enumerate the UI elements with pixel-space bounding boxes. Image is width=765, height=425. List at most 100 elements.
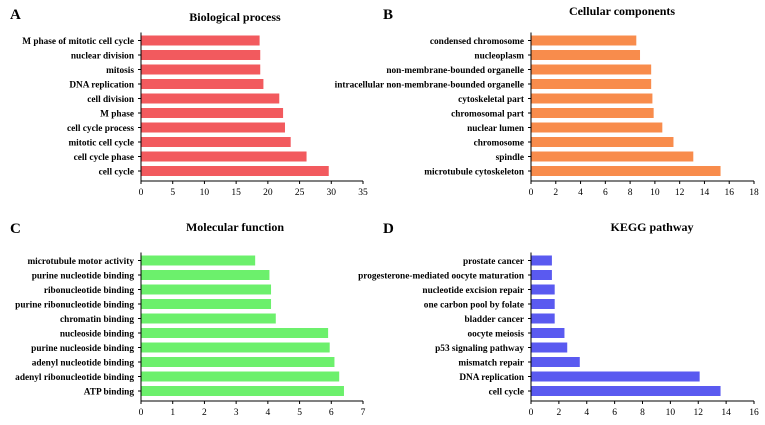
category-label: purine nucleotide binding [32,271,135,281]
bar [141,328,329,338]
x-tick-label: 1 [170,408,175,418]
x-tick-label: 0 [529,408,534,418]
category-label: microtubule motor activity [27,257,134,267]
x-tick-label: 6 [329,408,334,418]
x-tick-label: 12 [675,188,685,198]
x-tick-label: 10 [200,188,210,198]
bar [531,122,663,133]
x-tick-label: 0 [529,188,534,198]
category-label: DNA replication [459,373,524,383]
x-tick-label: 25 [295,188,305,198]
category-label: cell cycle [489,387,524,397]
x-tick-label: 2 [553,188,558,198]
bar [531,79,652,89]
bar [141,166,329,176]
category-label: cell cycle phase [74,153,134,163]
bar [531,299,555,309]
category-label: nuclear division [71,51,135,61]
x-tick-label: 0 [139,408,144,418]
category-label: cell division [87,95,135,105]
category-label: purine ribonucleotide binding [15,300,134,310]
category-label: DNA replication [69,80,134,90]
category-label: chromatin binding [60,315,134,325]
bar [531,270,552,280]
category-label: purine nucleoside binding [31,344,134,354]
bar [531,313,555,324]
bar [531,386,721,396]
chart-panel-a: A Biological process cell cycle cell cycle … [10,7,368,198]
chart-title: Cellular components [569,4,675,18]
category-label: nucleoplasm [474,51,524,61]
bar [141,108,284,118]
bar [141,342,330,353]
category-label: intracellular non-membrane-bounded organ… [335,80,524,90]
category-label: non-membrane-bounded organelle [386,66,524,76]
chart-title: Biological process [189,10,281,24]
bar [531,255,552,266]
category-label: cell cycle process [67,124,134,134]
bar [531,357,580,367]
bar [141,371,340,382]
bar [141,313,276,324]
bar [531,151,694,162]
bar [531,50,641,60]
x-tick-label: 16 [749,408,759,418]
category-label: M phase of mitotic cell cycle [22,37,134,47]
chart-title: KEGG pathway [610,220,693,234]
x-tick-label: 6 [612,408,617,418]
x-tick-label: 16 [724,188,734,198]
category-label: cytoskeletal part [458,95,525,105]
bar [141,137,291,147]
x-tick-label: 2 [557,408,562,418]
bar [141,64,261,75]
x-tick-label: 12 [694,408,704,418]
category-label: adenyl nucleotide binding [32,358,135,368]
category-label: mitosis [106,66,134,76]
x-tick-label: 4 [584,408,589,418]
bar [531,284,555,295]
bar [531,342,568,353]
bar [141,35,260,46]
x-tick-label: 8 [628,188,633,198]
x-tick-label: 30 [327,188,337,198]
x-tick-label: 5 [297,408,302,418]
bar [141,79,264,89]
bar [141,284,272,295]
chart-panel-b: B Cellular components microtubule cytoskel… [335,4,759,198]
bar [141,50,261,60]
category-label: progesterone-mediated oocyte maturation [358,271,525,281]
bar [531,93,653,104]
chart-title: Molecular function [186,220,284,234]
bar [141,386,344,396]
category-label: ribonucleotide binding [44,286,135,296]
bar [141,93,280,104]
category-label: spindle [496,153,524,163]
bar [531,64,652,75]
category-label: nucleotide excision repair [422,286,524,296]
x-tick-label: 4 [578,188,583,198]
category-label: mitotic cell cycle [68,138,134,148]
bar [531,137,674,147]
x-tick-label: 4 [265,408,270,418]
category-label: ATP binding [84,387,135,397]
category-label: bladder cancer [465,315,524,325]
x-tick-label: 15 [231,188,241,198]
category-label: prostate cancer [463,257,524,267]
x-tick-label: 7 [361,408,366,418]
bar [141,122,285,133]
bar [141,151,307,162]
bar [531,328,565,338]
bar [531,166,721,176]
x-tick-label: 8 [640,408,645,418]
bar [141,270,270,280]
x-tick-label: 5 [170,188,175,198]
category-label: nuclear lumen [467,124,525,134]
bar [141,299,272,309]
bar [141,357,335,367]
x-tick-label: 0 [139,188,144,198]
x-tick-label: 3 [234,408,239,418]
category-label: chromosome [474,138,524,148]
x-tick-label: 35 [358,188,368,198]
panel-letter: D [383,221,394,237]
